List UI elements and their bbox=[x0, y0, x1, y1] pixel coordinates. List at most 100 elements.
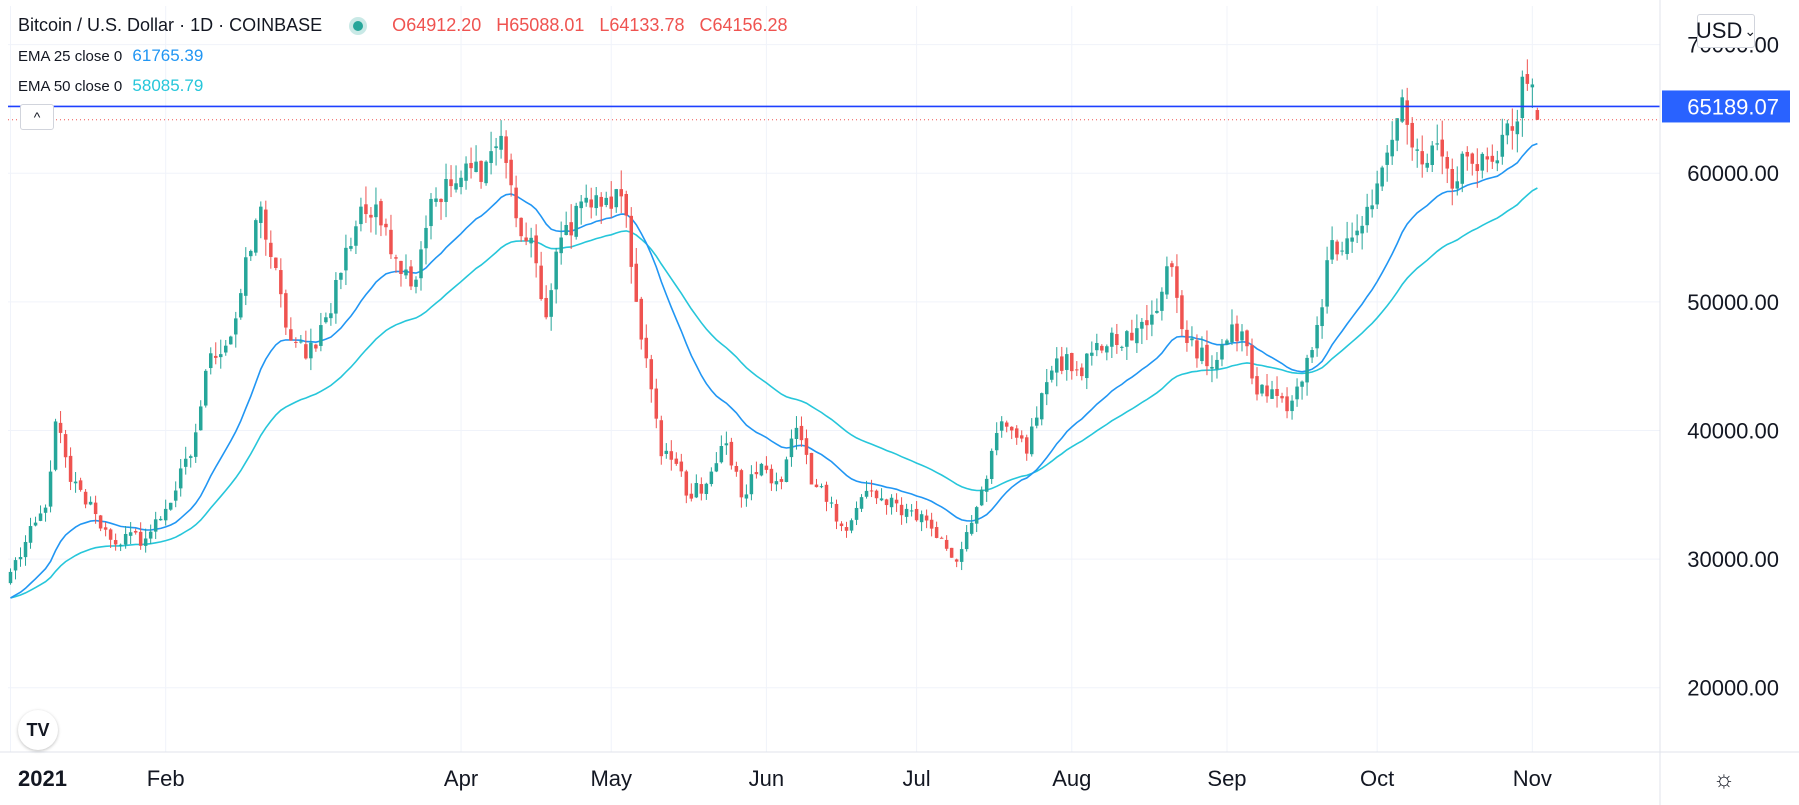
candle bbox=[414, 276, 418, 294]
candle bbox=[1255, 367, 1259, 401]
candle bbox=[1330, 226, 1334, 264]
candle bbox=[148, 524, 153, 544]
candle-body bbox=[219, 354, 223, 358]
candle bbox=[739, 468, 744, 508]
candle-body bbox=[1500, 134, 1505, 157]
candle bbox=[1019, 430, 1024, 443]
ema50-value: 58085.79 bbox=[132, 76, 204, 95]
candle bbox=[1325, 246, 1329, 314]
candle-body bbox=[844, 527, 849, 531]
tradingview-logo-icon[interactable]: TV bbox=[18, 710, 58, 750]
candle bbox=[138, 522, 143, 550]
candle-body bbox=[704, 483, 709, 495]
candle-body bbox=[1060, 356, 1064, 371]
candle bbox=[289, 317, 293, 341]
candle-body bbox=[58, 422, 63, 433]
candle bbox=[1290, 395, 1294, 420]
candle-body bbox=[1440, 139, 1444, 157]
ema-lines bbox=[10, 142, 1538, 599]
currency-select[interactable]: USD ⌄ bbox=[1696, 14, 1756, 48]
candle-body bbox=[934, 527, 939, 538]
candle bbox=[1155, 298, 1159, 314]
candle bbox=[444, 163, 448, 218]
candle-body bbox=[1080, 367, 1084, 377]
candle bbox=[1130, 319, 1134, 341]
candle-body bbox=[759, 463, 764, 476]
candle bbox=[689, 483, 694, 502]
candle-body bbox=[1325, 260, 1329, 307]
candle-body bbox=[284, 293, 288, 328]
candle bbox=[259, 201, 263, 239]
candle-body bbox=[419, 249, 423, 279]
candle-body bbox=[729, 441, 734, 466]
candle bbox=[864, 480, 869, 499]
candle-body bbox=[1070, 352, 1074, 372]
candle bbox=[1280, 392, 1284, 403]
candle bbox=[494, 137, 498, 166]
candle bbox=[1180, 290, 1184, 337]
candle-body bbox=[324, 317, 328, 323]
candle-body bbox=[1330, 240, 1334, 260]
candle-body bbox=[469, 162, 473, 169]
candle-body bbox=[949, 547, 954, 558]
candle-body bbox=[784, 459, 789, 482]
candle-body bbox=[1225, 340, 1229, 345]
time-tick-label: 2021 bbox=[18, 766, 67, 791]
candle bbox=[1090, 341, 1094, 366]
candle bbox=[1450, 158, 1455, 206]
candle bbox=[694, 474, 699, 499]
candle-body bbox=[1175, 266, 1179, 298]
candle-body bbox=[439, 198, 443, 203]
price-axis: 20000.00 30000.00 40000.00 50000.00 60000.00… bbox=[1659, 0, 1790, 805]
candle-body bbox=[509, 159, 513, 186]
candle bbox=[1300, 380, 1304, 400]
candle bbox=[339, 272, 343, 290]
candle bbox=[1029, 418, 1034, 457]
candle-body bbox=[829, 502, 834, 504]
settings-icon[interactable]: ☼ bbox=[1713, 766, 1735, 794]
candle-body bbox=[979, 489, 984, 506]
candle bbox=[674, 452, 679, 466]
candle bbox=[1200, 336, 1204, 365]
candle bbox=[1215, 352, 1219, 379]
candle bbox=[724, 431, 729, 455]
candle-body bbox=[264, 209, 268, 240]
collapse-legend-button[interactable]: ^ bbox=[20, 104, 54, 130]
ema50-legend[interactable]: EMA 50 close 0 58085.79 bbox=[18, 76, 203, 96]
candle-body bbox=[178, 468, 183, 489]
candle-body bbox=[399, 260, 403, 274]
candle-body bbox=[794, 427, 799, 439]
candle bbox=[173, 481, 178, 508]
candle bbox=[1535, 107, 1540, 121]
candle-body bbox=[1210, 366, 1214, 369]
ema25-legend[interactable]: EMA 25 close 0 61765.39 bbox=[18, 46, 203, 66]
candle-body bbox=[414, 279, 418, 287]
candle-body bbox=[309, 342, 313, 359]
candle-body bbox=[369, 214, 373, 218]
candle-body bbox=[714, 463, 719, 472]
candle bbox=[874, 489, 879, 505]
candle bbox=[679, 453, 684, 477]
symbol-name[interactable]: Bitcoin / U.S. Dollar bbox=[18, 15, 175, 35]
candle bbox=[454, 165, 458, 193]
candle bbox=[994, 422, 999, 456]
candle bbox=[1260, 384, 1264, 397]
candle bbox=[349, 237, 353, 252]
candle bbox=[469, 147, 473, 179]
candle-body bbox=[764, 465, 769, 470]
candle bbox=[1385, 145, 1389, 182]
candle-body bbox=[459, 177, 463, 188]
candle bbox=[519, 217, 523, 242]
candle bbox=[1355, 214, 1359, 243]
candle-body bbox=[449, 179, 453, 187]
candle-body bbox=[569, 222, 573, 236]
candle bbox=[754, 461, 759, 479]
candle-body bbox=[944, 539, 949, 549]
candle bbox=[464, 156, 468, 190]
candle-body bbox=[689, 493, 694, 499]
candle bbox=[93, 495, 98, 524]
candle bbox=[1390, 121, 1394, 165]
interval[interactable]: 1D bbox=[190, 15, 214, 35]
candle bbox=[1014, 425, 1019, 445]
